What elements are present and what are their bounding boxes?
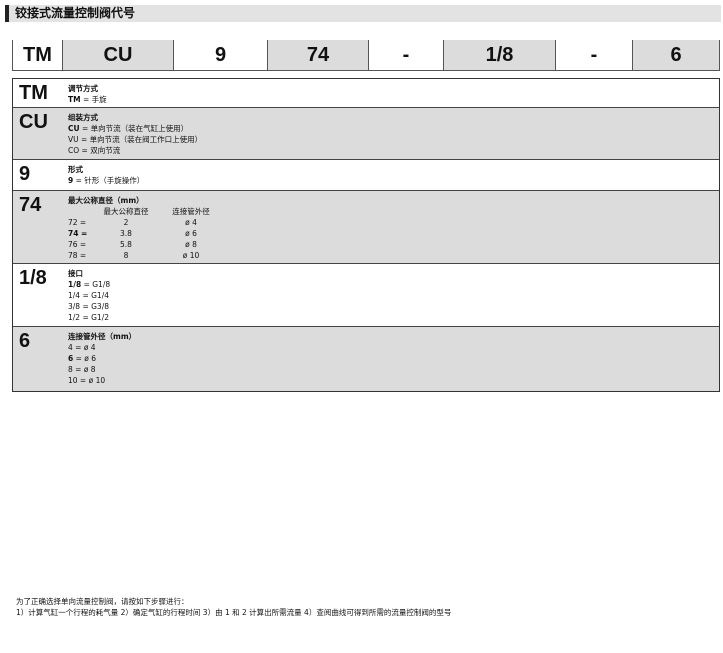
code-segment: 6: [632, 40, 720, 70]
option-line: 10 = ø 10: [68, 375, 719, 386]
option-text: = 单向节流（装在气缸上使用）: [79, 124, 189, 133]
code-row: 1/8 接口 1/8 = G1/8 1/4 = G1/4 3/8 = G3/8 1/2 =…: [13, 263, 719, 326]
code-row: 9 形式 9 = 针形（手旋操作）: [13, 159, 719, 190]
code-segment: TM: [12, 40, 62, 70]
option-code: 9: [68, 176, 74, 185]
spec-row: 72 = 2 ø 4: [68, 217, 719, 228]
option-line: 1/4 = G1/4: [68, 290, 719, 301]
option-text: 1/4 = G1/4: [68, 291, 110, 300]
spec-header-cell: [68, 206, 96, 217]
option-line: 6 = ø 6: [68, 353, 719, 364]
option-line: VU = 单向节流（装在阀工作口上使用）: [68, 134, 719, 145]
code-segment: -: [368, 40, 443, 70]
spec-cell: 76 =: [68, 240, 87, 249]
option-text: = ø 6: [73, 354, 97, 363]
spec-header: 最大公称直径 连接管外径: [68, 206, 719, 217]
spec-cell: 8: [123, 251, 129, 260]
option-line: 4 = ø 4: [68, 342, 719, 353]
option-text: VU = 单向节流（装在阀工作口上使用）: [68, 135, 203, 144]
code-row: 74 最大公称直径（mm） 最大公称直径 连接管外径 72 = 2 ø 4 74 = 3.8 ø …: [13, 190, 719, 263]
option-text: 10 = ø 10: [68, 376, 106, 385]
code-segment: CU: [62, 40, 173, 70]
spec-cell: ø 10: [182, 251, 200, 260]
spec-row: 78 = 8 ø 10: [68, 250, 719, 261]
row-title: 接口: [68, 269, 83, 278]
option-text: 4 = ø 4: [68, 343, 96, 352]
option-text: 8 = ø 8: [68, 365, 96, 374]
option-line: 1/2 = G1/2: [68, 312, 719, 323]
option-line: 9 = 针形（手旋操作）: [68, 175, 719, 186]
spec-cell: ø 8: [185, 240, 197, 249]
code-row: TM 调节方式 TM = 手旋: [13, 79, 719, 107]
spec-header-cell: 连接管外径: [172, 207, 210, 216]
option-text: 3/8 = G3/8: [68, 302, 110, 311]
section-title: 铰接式流量控制阀代号: [5, 5, 721, 22]
option-line: CU = 单向节流（装在气缸上使用）: [68, 123, 719, 134]
option-code: CU: [68, 124, 80, 133]
row-title: 最大公称直径（mm）: [68, 196, 144, 205]
option-text: 1/2 = G1/2: [68, 313, 110, 322]
option-text: = G1/8: [81, 280, 111, 289]
option-line: 8 = ø 8: [68, 364, 719, 375]
option-text: CO = 双向节流: [68, 146, 121, 155]
row-title: 连接管外径（mm）: [68, 332, 137, 341]
option-code: 6: [68, 354, 74, 363]
model-code-row: TM CU 9 74-1/8-6: [12, 40, 720, 71]
spec-cell: ø 4: [185, 218, 197, 227]
spec-cell: 72 =: [68, 218, 87, 227]
spec-cell: ø 6: [185, 229, 197, 238]
spec-row: 74 = 3.8 ø 6: [68, 228, 719, 239]
code-key: 9: [19, 163, 31, 185]
code-row: CU 组装方式 CU = 单向节流（装在气缸上使用） VU = 单向节流（装在阀工作口…: [13, 107, 719, 159]
spec-cell: 78 =: [68, 251, 87, 260]
row-title: 组装方式: [68, 113, 98, 122]
spec-header-cell: 最大公称直径: [103, 207, 149, 216]
spec-cell: 74 =: [68, 229, 88, 238]
option-line: 3/8 = G3/8: [68, 301, 719, 312]
option-line: CO = 双向节流: [68, 145, 719, 156]
row-title: 调节方式: [68, 84, 98, 93]
row-title: 形式: [68, 165, 83, 174]
footer-intro: 为了正确选择单向流量控制阀，请按如下步骤进行：: [16, 597, 189, 606]
option-text: = 手旋: [80, 95, 107, 104]
spec-cell: 3.8: [120, 229, 132, 238]
code-segment: 74: [267, 40, 368, 70]
code-key: 74: [19, 194, 42, 216]
option-line: 1/8 = G1/8: [68, 279, 719, 290]
code-key: CU: [19, 111, 48, 133]
spec-cell: 2: [123, 218, 129, 227]
spec-row: 76 = 5.8 ø 8: [68, 239, 719, 250]
spec-cell: 5.8: [120, 240, 132, 249]
option-code: TM: [68, 95, 81, 104]
code-segment: -: [555, 40, 632, 70]
code-key: 6: [19, 330, 31, 352]
footer-notes: 为了正确选择单向流量控制阀，请按如下步骤进行： 1）计算气缸一个行程的耗气量 2…: [16, 596, 451, 618]
code-key: TM: [19, 82, 48, 104]
code-key: 1/8: [19, 267, 47, 289]
code-segment: 9: [173, 40, 267, 70]
code-segment: 1/8: [443, 40, 555, 70]
code-description-table: TM 调节方式 TM = 手旋 CU 组装方式 CU = 单向节流（装在气缸上使用） VU …: [12, 78, 720, 392]
option-code: 1/8: [68, 280, 82, 289]
footer-steps: 1）计算气缸一个行程的耗气量 2）确定气缸的行程时间 3）由 1 和 2 计算出…: [16, 608, 452, 617]
option-line: TM = 手旋: [68, 94, 719, 105]
option-text: = 针形（手旋操作）: [73, 176, 145, 185]
